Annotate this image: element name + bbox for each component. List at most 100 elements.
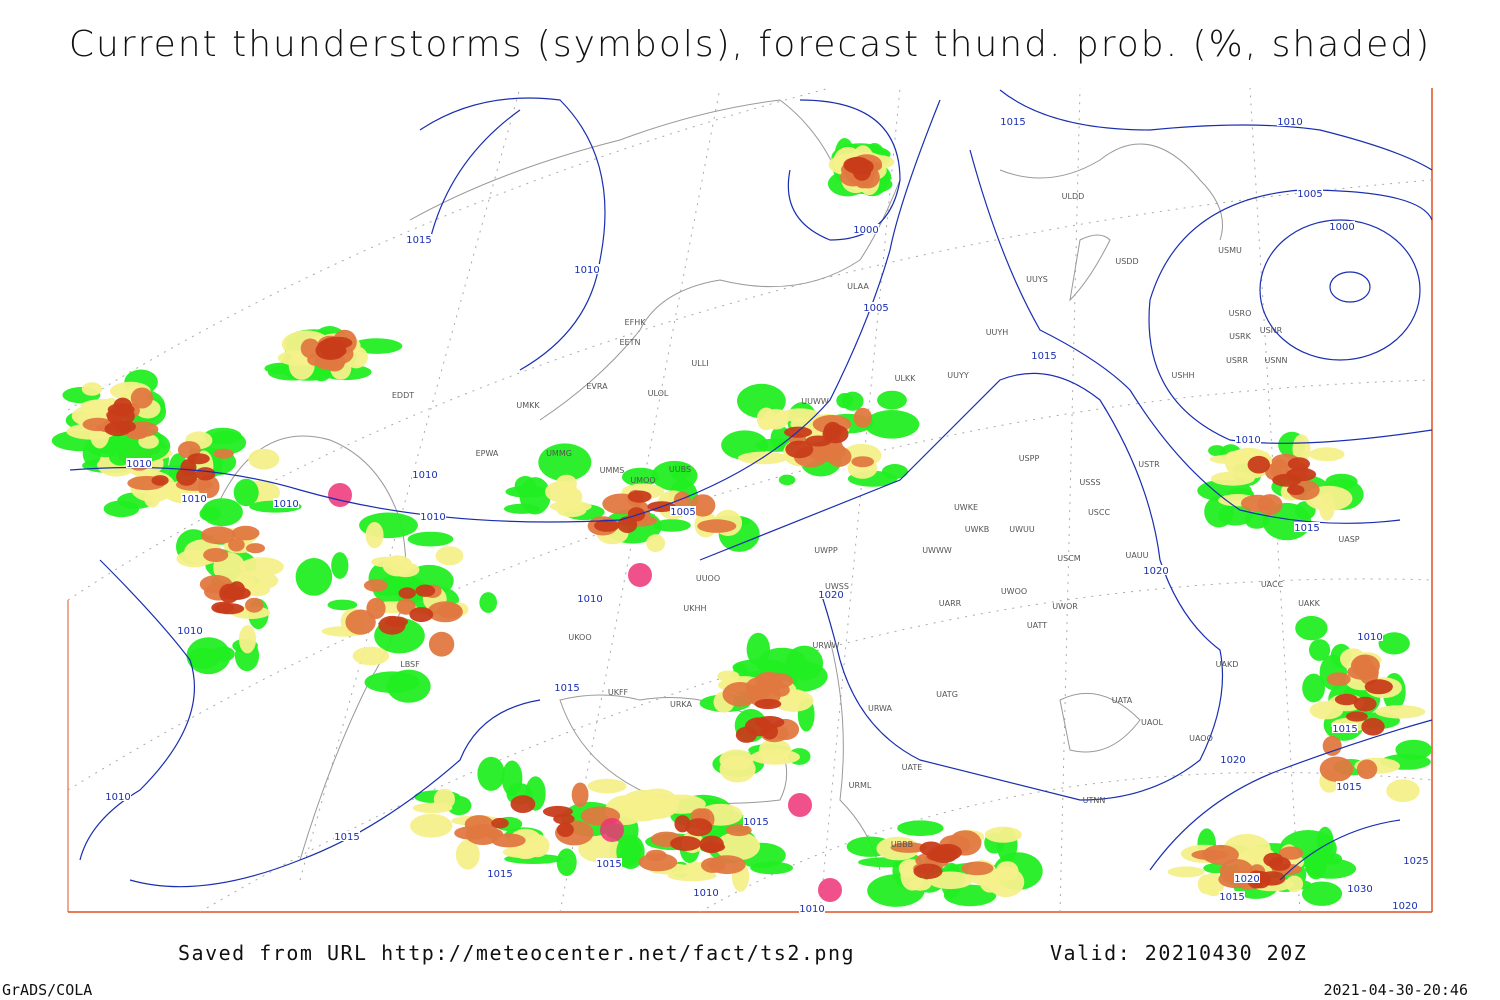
station-label: UWKE (954, 503, 978, 512)
shade-blob (1346, 711, 1368, 722)
isobar-label: 1010 (693, 888, 718, 899)
isobar-label-bg (105, 791, 131, 801)
shade-blob (571, 782, 589, 808)
isobar-label: 1015 (596, 859, 621, 870)
isobar-label: 1030 (1347, 884, 1372, 895)
isobar-label: 1010 (1277, 117, 1302, 128)
shade-blob (653, 519, 691, 532)
station-label: UKFF (608, 688, 629, 697)
isobar-line (129, 699, 541, 888)
shade-blob (1319, 756, 1354, 782)
shade-blob (578, 835, 622, 863)
shade-blob (514, 476, 537, 496)
shade-blob (491, 833, 526, 848)
isobar-label-bg (1143, 565, 1169, 575)
source-url: Saved from URL http://meteocenter.net/fa… (178, 941, 855, 965)
isobar-label-bg (1347, 883, 1373, 893)
shade-blob (1364, 679, 1393, 695)
storm-symbol (788, 793, 812, 817)
station-label: UUYH (986, 328, 1009, 337)
shade-blob (1395, 739, 1432, 760)
shade-blob (851, 456, 874, 468)
shade-blob (1318, 492, 1335, 521)
shade-blob (851, 160, 869, 175)
station-label: UARR (939, 599, 962, 608)
isobar-label: 1025 (1403, 856, 1428, 867)
isobar-label-bg (273, 498, 299, 508)
island (1069, 234, 1111, 302)
shade-blob (1210, 471, 1255, 486)
station-label: EPWA (476, 449, 499, 458)
shade-blob (651, 460, 698, 491)
isobar-label: 1000 (853, 225, 878, 236)
shade-blob (203, 548, 229, 562)
graticule-line (67, 379, 1433, 791)
shade-blob (130, 387, 153, 409)
isobar-line (69, 99, 941, 523)
shade-blob (363, 579, 388, 592)
isobar-label: 1010 (420, 512, 445, 523)
station-label: UMMG (546, 449, 572, 458)
isobar-label: 1020 (1234, 874, 1259, 885)
lake (1059, 692, 1141, 753)
shade-blob (756, 407, 777, 431)
isobar-label: 1000 (1329, 222, 1354, 233)
map: EDDT EPWA EFHK EETN EVRA ULOL UMKK UMMG UMMS UMOO… (51, 87, 1433, 915)
shade-blob (673, 491, 691, 510)
station-label: UMKK (516, 401, 540, 410)
station-label: USCC (1088, 508, 1111, 517)
shade-blob (428, 631, 455, 657)
shade-blob (1287, 484, 1305, 496)
isobar-line (1329, 271, 1371, 303)
isobar-label: 1005 (670, 507, 695, 518)
isobar-label: 1015 (406, 235, 431, 246)
isobar-label-bg (574, 264, 600, 274)
isobar-label-bg (1403, 855, 1429, 865)
shade-blob (186, 637, 231, 675)
shade-blob (228, 538, 245, 552)
isobar-label-bg (853, 224, 879, 234)
shade-blob (300, 338, 321, 359)
coastline (539, 179, 901, 421)
isobar-line (969, 149, 1401, 524)
station-label: UATG (936, 690, 958, 699)
shade-blob (1209, 454, 1257, 465)
shade-blob (1257, 494, 1283, 516)
shade-blob (1325, 473, 1358, 490)
station-label: USRR (1226, 356, 1248, 365)
shade-blob (1278, 846, 1304, 860)
valid-time: Valid: 20210430 20Z (1050, 941, 1307, 965)
isobar-label: 1020 (1220, 755, 1245, 766)
shade-blob (617, 516, 638, 533)
station-label: UUOO (696, 574, 720, 583)
shade-blob (412, 802, 453, 814)
shade-blob (1309, 447, 1345, 462)
station-label: UMMS (600, 466, 625, 475)
shade-blob (697, 519, 737, 533)
shade-blob (805, 435, 832, 447)
shade-blob (1167, 866, 1205, 878)
station-label: ULKK (895, 374, 917, 383)
isobar-label: 1010 (412, 470, 437, 481)
shade-blob (841, 391, 864, 411)
shade-blob (785, 440, 814, 459)
shade-blob (464, 815, 494, 834)
title: Current thunderstorms (symbols), forecas… (69, 24, 1431, 65)
shade-blob (295, 558, 333, 596)
isobar-label-bg (1235, 434, 1261, 444)
station-label: USDD (1115, 257, 1138, 266)
shade-blob (396, 598, 416, 615)
isobar-label-bg (1234, 873, 1260, 883)
station-label: EDDT (392, 391, 414, 400)
isobar-label-bg (1294, 522, 1320, 532)
shade-blob (1191, 849, 1228, 860)
isobar-label: 1010 (181, 494, 206, 505)
shade-blob (386, 669, 431, 703)
station-label: UAOL (1141, 718, 1163, 727)
shade-blob (667, 870, 717, 882)
shade-blob (587, 778, 627, 794)
station-label: LBSF (400, 660, 420, 669)
shade-blob (538, 443, 592, 482)
station-label: UUYY (947, 371, 969, 380)
shade-blob (365, 522, 384, 549)
